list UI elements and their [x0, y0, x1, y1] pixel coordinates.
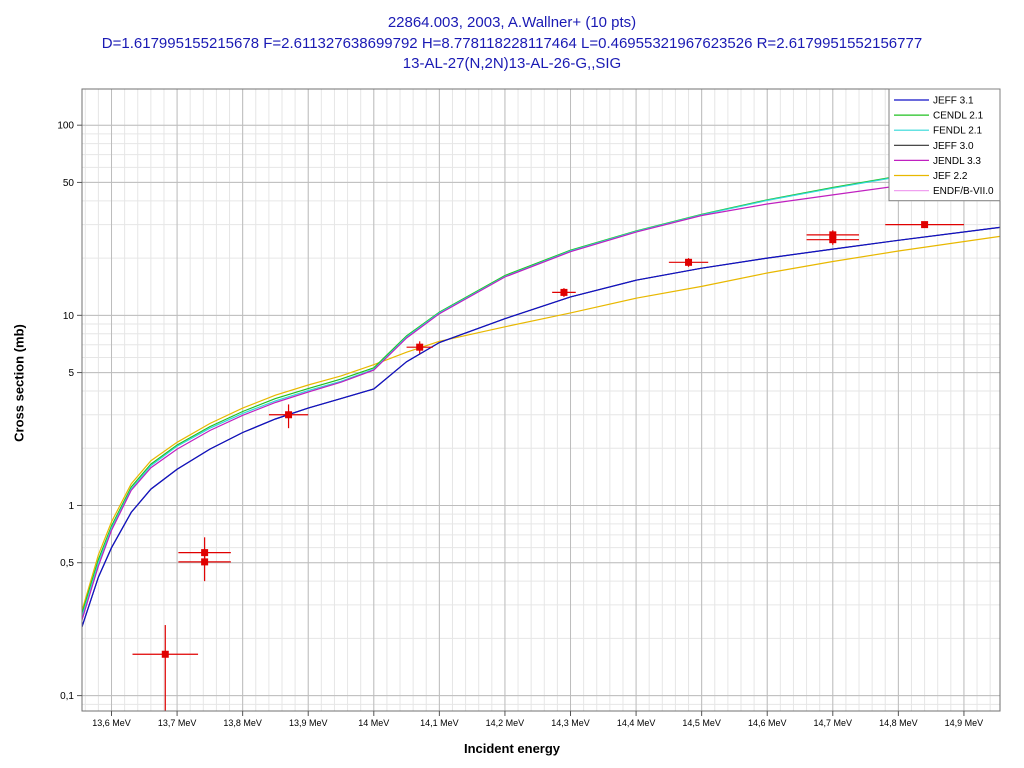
legend-label: FENDL 2.1	[933, 126, 983, 137]
legend-label: JENDL 3.3	[933, 156, 981, 167]
series-line-jeff-3-1	[82, 226, 1000, 627]
legend-item-jendl-3-3: JENDL 3.3	[894, 156, 981, 167]
data-point	[806, 234, 860, 245]
legend-label: JEFF 3.0	[933, 141, 974, 152]
series-line-fendl-2-1	[82, 164, 965, 617]
data-point	[268, 404, 309, 429]
y-axis-label: Cross section (mb)	[11, 324, 27, 442]
series-line-jendl-3-3	[82, 177, 964, 621]
data-point	[668, 258, 709, 267]
x-tick-label: 14,1 MeV	[420, 718, 459, 728]
y-tick-label: 100	[57, 121, 74, 132]
series-line-jef-2-2	[82, 235, 1000, 611]
point-marker	[416, 343, 424, 351]
legend-label: ENDF/B-VII.0	[933, 186, 994, 197]
chart-title-line-2: D=1.617995155215678 F=2.611327638699792 …	[101, 35, 923, 52]
x-tick-label: 14,8 MeV	[879, 718, 918, 728]
legend-box	[888, 88, 1001, 202]
data-point	[552, 288, 576, 297]
plot-frame	[81, 88, 1001, 712]
x-tick-label: 14,3 MeV	[551, 718, 590, 728]
series-line-jeff-3-0	[82, 226, 1000, 627]
data-point	[406, 341, 433, 354]
point-marker	[560, 288, 568, 296]
legend-label: CENDL 2.1	[933, 111, 984, 122]
legend-item-jeff-3-0: JEFF 3.0	[894, 141, 974, 152]
x-tick-label: 14,2 MeV	[486, 718, 525, 728]
point-marker	[829, 236, 837, 244]
x-tick-label: 13,9 MeV	[289, 718, 328, 728]
data-point	[178, 553, 231, 582]
legend-item-endf-b-vii-0: ENDF/B-VII.0	[894, 186, 994, 197]
x-tick-label: 14,5 MeV	[682, 718, 721, 728]
point-marker	[285, 411, 293, 419]
chart-title-line-1: 22864.003, 2003, A.Wallner+ (10 pts)	[387, 14, 637, 31]
data-point	[132, 625, 199, 711]
point-marker	[921, 221, 929, 229]
x-tick-labels: 13,6 MeV 13,7 MeV 13,8 MeV 13,9 MeV 14 MeV 14…	[92, 711, 983, 728]
y-tick-label: 10	[63, 311, 75, 322]
y-tick-label: 50	[63, 178, 75, 189]
x-axis-label: Incident energy	[463, 741, 561, 756]
data-points	[132, 221, 964, 711]
x-tick-label: 13,6 MeV	[92, 718, 131, 728]
x-tick-label: 14,6 MeV	[748, 718, 787, 728]
series-lines	[82, 164, 1000, 627]
point-marker	[201, 549, 209, 557]
y-tick-label: 1	[68, 501, 74, 512]
legend-label: JEF 2.2	[933, 171, 968, 182]
legend: JEFF 3.1 CENDL 2.1 FENDL 2.1 JEFF 3.0 JENDL …	[888, 88, 1001, 202]
legend-item-jef-2-2: JEF 2.2	[894, 171, 968, 182]
point-marker	[201, 558, 209, 566]
x-tick-label: 14,4 MeV	[617, 718, 656, 728]
point-marker	[685, 258, 693, 266]
data-point	[885, 221, 964, 229]
x-tick-label: 14 MeV	[358, 718, 389, 728]
chart-title-line-3: 13-AL-27(N,2N)13-AL-26-G,,SIG	[402, 55, 622, 72]
y-tick-label: 0,1	[60, 691, 74, 702]
grid	[82, 89, 1000, 711]
legend-item-cendl-2-1: CENDL 2.1	[894, 111, 984, 122]
x-tick-label: 13,8 MeV	[223, 718, 262, 728]
y-tick-labels: 0,1 0,5 1 5 10 50 100	[57, 121, 82, 702]
y-tick-label: 0,5	[60, 558, 74, 569]
x-tick-label: 14,9 MeV	[945, 718, 984, 728]
point-marker	[161, 650, 169, 658]
x-tick-label: 13,7 MeV	[158, 718, 197, 728]
legend-item-fendl-2-1: FENDL 2.1	[894, 126, 983, 137]
legend-item-jeff-3-1: JEFF 3.1	[894, 96, 974, 107]
legend-label: JEFF 3.1	[933, 96, 974, 107]
x-tick-label: 14,7 MeV	[814, 718, 853, 728]
y-tick-label: 5	[68, 368, 74, 379]
